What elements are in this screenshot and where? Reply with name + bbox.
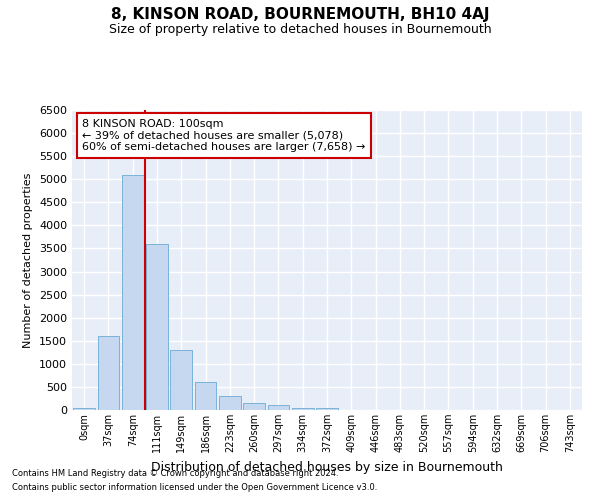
Bar [97, 336, 119, 410]
Text: 8, KINSON ROAD, BOURNEMOUTH, BH10 4AJ: 8, KINSON ROAD, BOURNEMOUTH, BH10 4AJ [111, 8, 489, 22]
Text: Contains HM Land Registry data © Crown copyright and database right 2024.: Contains HM Land Registry data © Crown c… [12, 468, 338, 477]
Text: Contains public sector information licensed under the Open Government Licence v3: Contains public sector information licen… [12, 484, 377, 492]
Bar [194, 382, 217, 410]
Bar [219, 396, 241, 410]
Bar [170, 350, 192, 410]
Bar [292, 408, 314, 410]
Text: 8 KINSON ROAD: 100sqm
← 39% of detached houses are smaller (5,078)
60% of semi-d: 8 KINSON ROAD: 100sqm ← 39% of detached … [82, 119, 365, 152]
Bar [268, 406, 289, 410]
X-axis label: Distribution of detached houses by size in Bournemouth: Distribution of detached houses by size … [151, 460, 503, 473]
Bar [146, 244, 168, 410]
Text: Size of property relative to detached houses in Bournemouth: Size of property relative to detached ho… [109, 22, 491, 36]
Bar [316, 408, 338, 410]
Bar [122, 174, 143, 410]
Bar [243, 403, 265, 410]
Y-axis label: Number of detached properties: Number of detached properties [23, 172, 34, 348]
Bar [73, 408, 95, 410]
